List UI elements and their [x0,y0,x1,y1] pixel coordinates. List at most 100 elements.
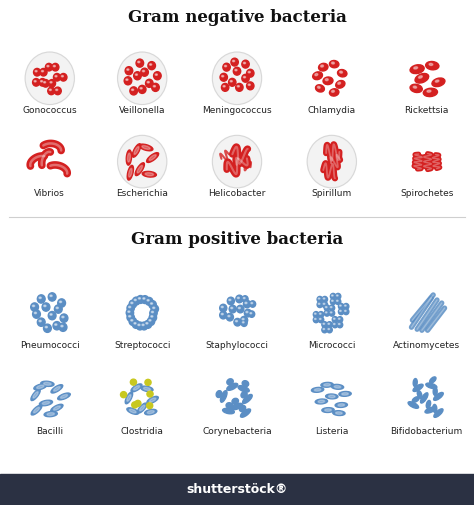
Ellipse shape [415,74,428,83]
Ellipse shape [132,144,141,157]
Ellipse shape [31,405,42,415]
Ellipse shape [340,71,342,73]
Circle shape [330,298,336,305]
Ellipse shape [54,386,60,391]
Ellipse shape [127,394,131,401]
Circle shape [329,305,335,311]
Ellipse shape [232,398,238,405]
Ellipse shape [55,324,57,325]
Ellipse shape [41,381,54,386]
Ellipse shape [61,325,63,327]
Circle shape [130,87,137,95]
Ellipse shape [58,393,70,400]
Circle shape [343,309,349,315]
Ellipse shape [49,89,51,90]
Circle shape [335,298,341,305]
Ellipse shape [127,408,138,414]
Ellipse shape [147,299,149,301]
Ellipse shape [138,324,140,326]
Circle shape [231,58,238,66]
Ellipse shape [131,320,133,321]
Ellipse shape [419,76,422,78]
Circle shape [126,309,134,317]
Ellipse shape [62,316,64,318]
Ellipse shape [408,401,419,409]
Ellipse shape [230,80,232,82]
Ellipse shape [44,382,51,385]
Ellipse shape [238,386,249,392]
Ellipse shape [34,384,47,390]
Ellipse shape [322,408,334,413]
Circle shape [221,83,229,91]
Ellipse shape [323,329,325,330]
Ellipse shape [235,69,237,71]
Circle shape [332,322,338,328]
Ellipse shape [223,85,225,87]
Ellipse shape [238,308,240,309]
Ellipse shape [426,383,437,388]
Ellipse shape [39,297,41,298]
Ellipse shape [33,392,38,398]
Ellipse shape [131,302,133,304]
Ellipse shape [140,87,142,89]
Circle shape [322,301,328,308]
Ellipse shape [338,403,345,407]
Ellipse shape [60,394,68,398]
Circle shape [223,63,230,71]
Ellipse shape [336,80,345,88]
Circle shape [241,320,247,326]
Circle shape [48,80,55,87]
Ellipse shape [338,318,340,319]
Circle shape [124,77,132,85]
Ellipse shape [125,392,133,404]
Ellipse shape [338,82,340,84]
Ellipse shape [315,399,328,404]
Circle shape [307,135,356,188]
Circle shape [132,321,140,328]
Ellipse shape [242,322,244,323]
Circle shape [42,303,50,311]
Text: Pneumococci: Pneumococci [20,341,80,350]
Circle shape [242,60,249,68]
Circle shape [144,321,152,328]
Ellipse shape [250,313,252,314]
Text: Streptococci: Streptococci [114,341,171,350]
Circle shape [154,72,161,80]
Circle shape [317,296,323,302]
Circle shape [150,309,157,317]
Circle shape [55,305,62,313]
Ellipse shape [147,391,153,397]
Circle shape [227,313,234,321]
Ellipse shape [44,412,57,417]
Ellipse shape [313,72,322,80]
Circle shape [327,322,332,328]
Circle shape [322,327,328,333]
Ellipse shape [337,295,338,296]
Ellipse shape [423,88,438,96]
Circle shape [338,309,344,315]
Ellipse shape [429,63,433,66]
Ellipse shape [426,62,439,70]
Ellipse shape [338,324,340,325]
Circle shape [54,87,61,95]
Ellipse shape [130,379,137,385]
Ellipse shape [319,304,320,305]
Ellipse shape [412,397,419,402]
Ellipse shape [331,384,344,389]
Circle shape [25,52,74,105]
Ellipse shape [340,305,341,306]
Circle shape [234,319,241,326]
Ellipse shape [332,90,334,92]
Circle shape [246,69,254,77]
Ellipse shape [323,298,325,299]
Ellipse shape [231,308,233,309]
Ellipse shape [240,409,251,417]
Circle shape [59,323,67,331]
Ellipse shape [323,304,325,305]
Text: Staphylococci: Staphylococci [206,341,268,350]
Ellipse shape [42,401,50,405]
Ellipse shape [241,391,247,398]
Text: Corynebacteria: Corynebacteria [202,427,272,436]
Ellipse shape [142,145,150,149]
Ellipse shape [332,300,333,301]
